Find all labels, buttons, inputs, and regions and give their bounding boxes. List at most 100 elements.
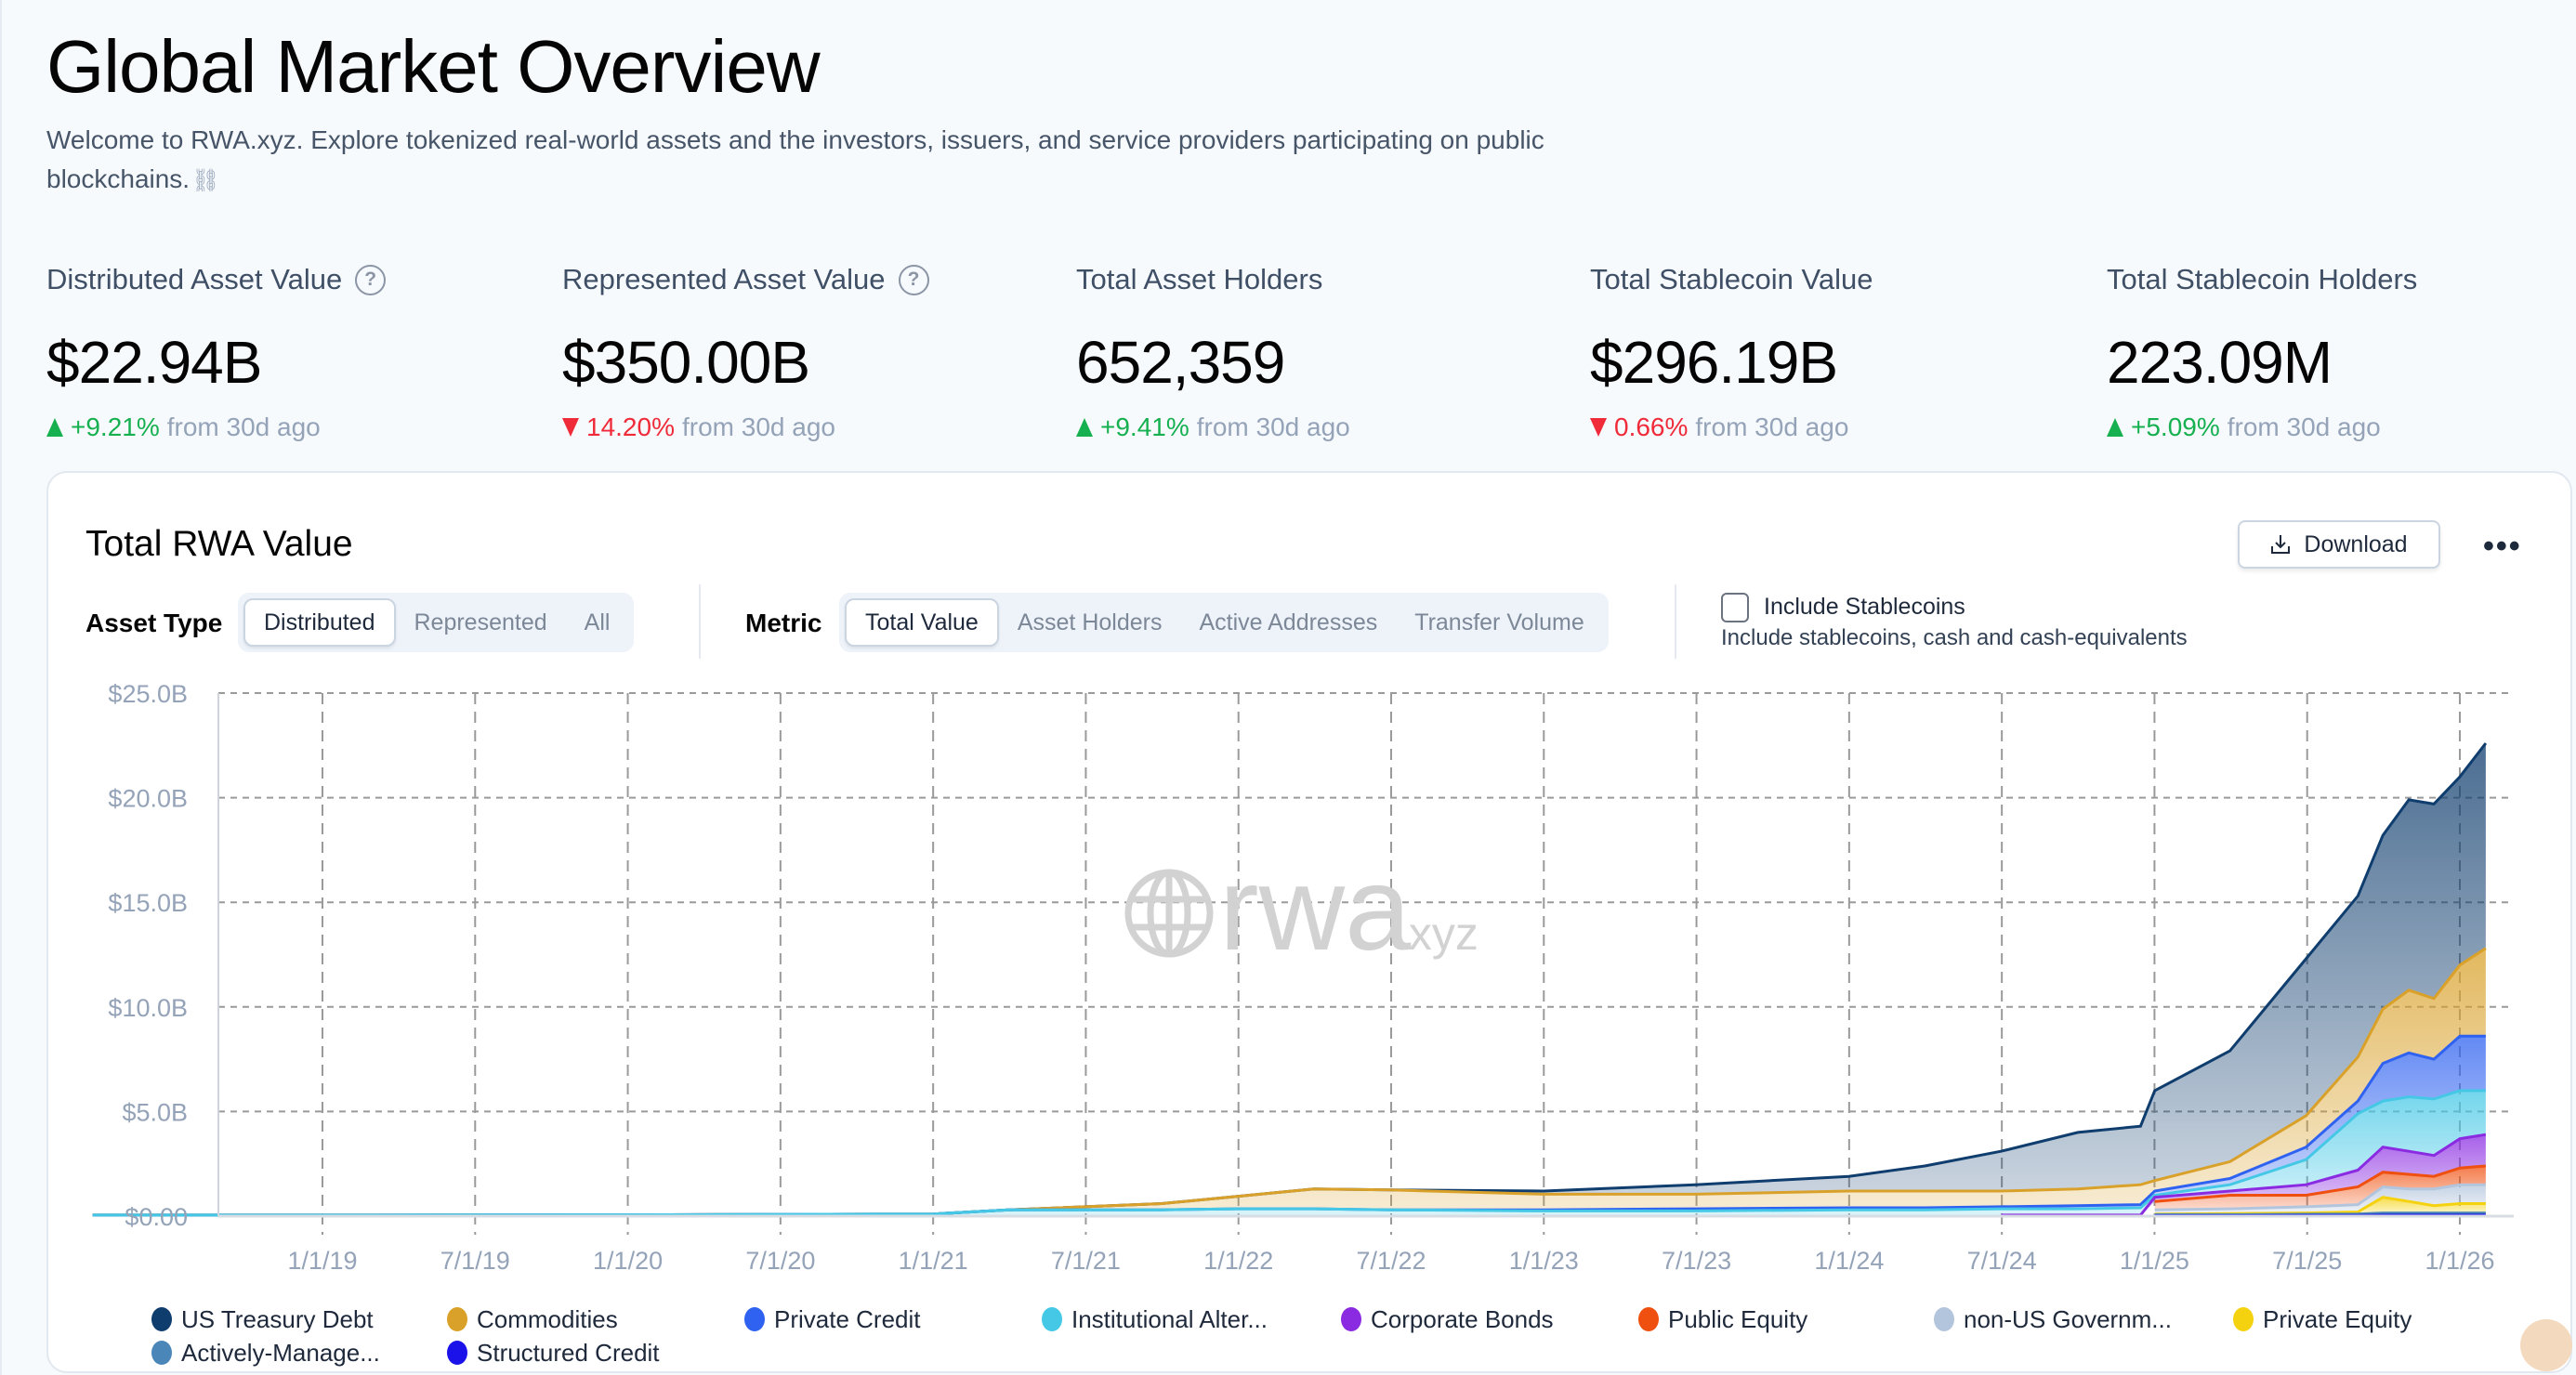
x-tick-label: 1/1/25 [2120, 1247, 2189, 1275]
legend-label: Actively-Manage... [181, 1339, 380, 1367]
legend-item[interactable]: non-US Governm... [1934, 1305, 2172, 1333]
y-tick-label: $0.00 [125, 1203, 188, 1231]
stat-card: Represented Asset Value? $350.00B 14.20% fr… [562, 260, 929, 442]
legend-swatch [447, 1307, 467, 1331]
legend-label: Private Equity [2263, 1305, 2412, 1333]
arrow-up-icon [46, 418, 63, 437]
area-public-equity [2154, 1166, 2486, 1211]
stat-change-suffix: from 30d ago [1695, 412, 1849, 441]
chain-link-icon: ⛓ [191, 168, 220, 193]
legend-label: Institutional Alter... [1071, 1305, 1268, 1333]
arrow-up-icon [1076, 418, 1093, 437]
x-tick-label: 7/1/21 [1051, 1247, 1121, 1275]
arrow-down-icon [1590, 418, 1607, 437]
asset-type-option-all[interactable]: All [584, 609, 611, 635]
stacked-areas [92, 742, 2488, 1217]
stat-card: Total Stablecoin Holders 223.09M +5.09% fro… [2107, 260, 2417, 442]
chart-grid [218, 692, 2514, 1235]
x-tick-label: 1/1/23 [1509, 1247, 1579, 1275]
download-label: Download [2304, 530, 2408, 557]
stat-value: 223.09M [2107, 329, 2333, 396]
stat-value: $22.94B [46, 329, 262, 396]
chart-legend: US Treasury Debt Commodities Private Credi… [151, 1305, 2412, 1367]
metric-option-active-addresses[interactable]: Active Addresses [1199, 609, 1378, 635]
stat-change: 14.20% from 30d ago [562, 412, 929, 442]
metric-option-asset-holders[interactable]: Asset Holders [1017, 609, 1163, 635]
y-tick-label: $15.0B [108, 889, 188, 917]
download-button[interactable]: Download [2238, 520, 2440, 569]
stat-change-percent: 14.20% [586, 412, 675, 441]
x-tick-label: 1/1/19 [287, 1247, 357, 1275]
asset-type-option-represented[interactable]: Represented [414, 609, 547, 635]
page-edge [0, 0, 2, 1375]
card-title: Total RWA Value [85, 524, 353, 564]
more-options-button[interactable]: ••• [2483, 529, 2522, 564]
legend-item[interactable]: Private Equity [2233, 1305, 2412, 1333]
x-tick-label: 7/1/24 [1967, 1247, 2037, 1275]
subtitle-text: Welcome to RWA.xyz. Explore tokenized re… [46, 125, 1544, 193]
area-us-treasury-debt [92, 743, 2486, 1215]
legend-label: Corporate Bonds [1371, 1305, 1554, 1333]
asset-type-option-distributed[interactable]: Distributed [243, 598, 396, 647]
stat-card: Total Stablecoin Value $296.19B 0.66% from … [1590, 260, 1873, 442]
stat-label: Total Stablecoin Value [1590, 260, 1873, 299]
asset-type-label: Asset Type [85, 609, 223, 637]
stat-label: Distributed Asset Value? [46, 260, 387, 299]
legend-item[interactable]: Public Equity [1638, 1305, 1807, 1333]
stat-card: Distributed Asset Value? $22.94B +9.21% fro… [46, 260, 387, 442]
legend-item[interactable]: Private Credit [744, 1305, 921, 1333]
legend-label: US Treasury Debt [181, 1305, 374, 1333]
stat-change-percent: 0.66% [1614, 412, 1689, 441]
legend-swatch [447, 1341, 467, 1365]
metric-segmented-control: Total Value Asset Holders Active Addresses… [839, 593, 1609, 652]
legend-item[interactable]: Actively-Manage... [151, 1339, 380, 1367]
legend-swatch [1934, 1307, 1954, 1331]
metric-label: Metric [745, 609, 822, 637]
include-stablecoins-label[interactable]: Include Stablecoins [1764, 594, 1965, 620]
area-non-us-governm [2154, 1185, 2486, 1214]
metric-option-total-value[interactable]: Total Value [845, 598, 999, 647]
stat-change-suffix: from 30d ago [2227, 412, 2381, 441]
stat-label: Total Stablecoin Holders [2107, 260, 2417, 299]
stat-change: +5.09% from 30d ago [2107, 412, 2417, 442]
legend-item[interactable]: Corporate Bonds [1341, 1305, 1554, 1333]
legend-item[interactable]: Institutional Alter... [1042, 1305, 1268, 1333]
x-tick-label: 7/1/22 [1356, 1247, 1426, 1275]
legend-item[interactable]: US Treasury Debt [151, 1305, 374, 1333]
help-icon[interactable]: ? [355, 264, 387, 295]
stat-change: 0.66% from 30d ago [1590, 412, 1873, 442]
stat-change-suffix: from 30d ago [1196, 412, 1350, 441]
x-tick-label: 7/1/20 [745, 1247, 815, 1275]
legend-swatch [151, 1307, 172, 1331]
legend-label: Structured Credit [477, 1339, 660, 1367]
stat-value: $350.00B [562, 329, 810, 396]
rwa-watermark: rwa .xyz [1124, 843, 1479, 976]
stat-label-text: Distributed Asset Value [46, 263, 343, 295]
legend-swatch [1341, 1307, 1361, 1331]
stat-label: Total Asset Holders [1076, 260, 1350, 299]
stat-change-percent: +9.21% [71, 412, 160, 441]
asset-type-segmented-control: Distributed Represented All [238, 593, 635, 652]
help-icon[interactable]: ? [898, 264, 929, 295]
metric-option-transfer-volume[interactable]: Transfer Volume [1414, 609, 1584, 635]
include-stablecoins-description: Include stablecoins, cash and cash-equiv… [1721, 625, 2188, 650]
line-non-us-governm [2154, 1183, 2486, 1211]
arrow-up-icon [2107, 418, 2123, 437]
legend-item[interactable]: Structured Credit [447, 1339, 660, 1367]
arrow-down-icon [562, 418, 579, 437]
y-tick-label: $20.0B [108, 785, 188, 813]
legend-item[interactable]: Commodities [447, 1305, 618, 1333]
total-rwa-value-card: Total RWA Value Download ••• Asset Type … [46, 471, 2572, 1373]
chat-widget-button[interactable] [2520, 1319, 2572, 1371]
stat-change-percent: +5.09% [2131, 412, 2220, 441]
watermark-suffix: .xyz [1396, 908, 1479, 960]
line-institutional-alter [92, 1089, 2486, 1217]
legend-swatch [1042, 1307, 1062, 1331]
x-tick-label: 1/1/22 [1203, 1247, 1273, 1275]
x-tick-label: 1/1/26 [2425, 1247, 2494, 1275]
download-icon [2271, 535, 2291, 554]
include-stablecoins-checkbox[interactable] [1721, 593, 1749, 622]
x-tick-label: 1/1/21 [899, 1247, 968, 1275]
stat-label-text: Total Stablecoin Value [1590, 263, 1873, 295]
stat-change-suffix: from 30d ago [166, 412, 321, 441]
